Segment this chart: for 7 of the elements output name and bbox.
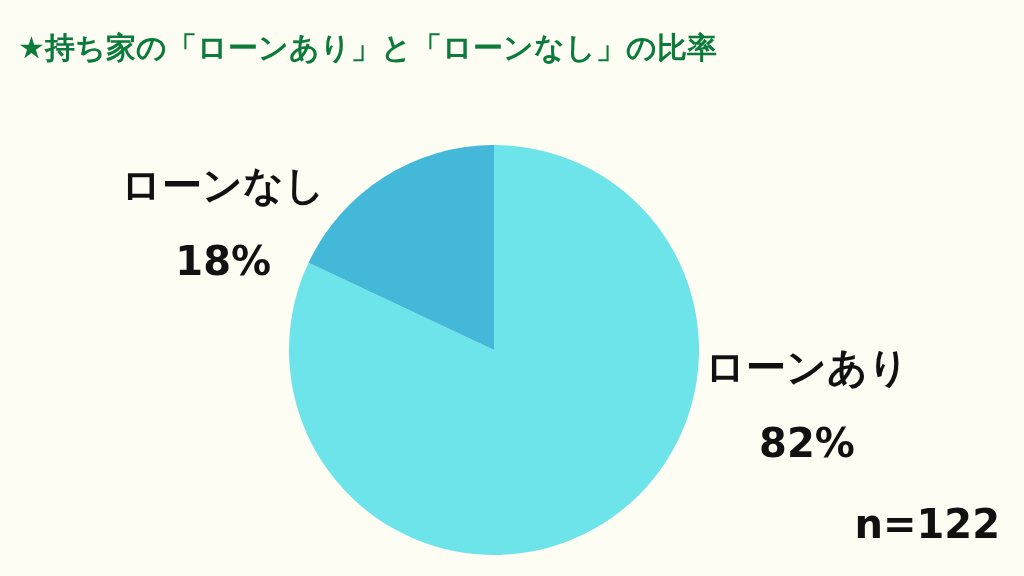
data-label: 18% (175, 237, 272, 284)
data-label: 82% (759, 420, 855, 467)
text: n=122 (854, 501, 1000, 547)
slice-label: ローンあり (704, 344, 909, 391)
slice-label: ローンなし (121, 161, 326, 208)
pie-slice (289, 145, 699, 555)
chart-title: ★持ち家の「ローンあり」と「ローンなし」の比率 (18, 30, 717, 65)
